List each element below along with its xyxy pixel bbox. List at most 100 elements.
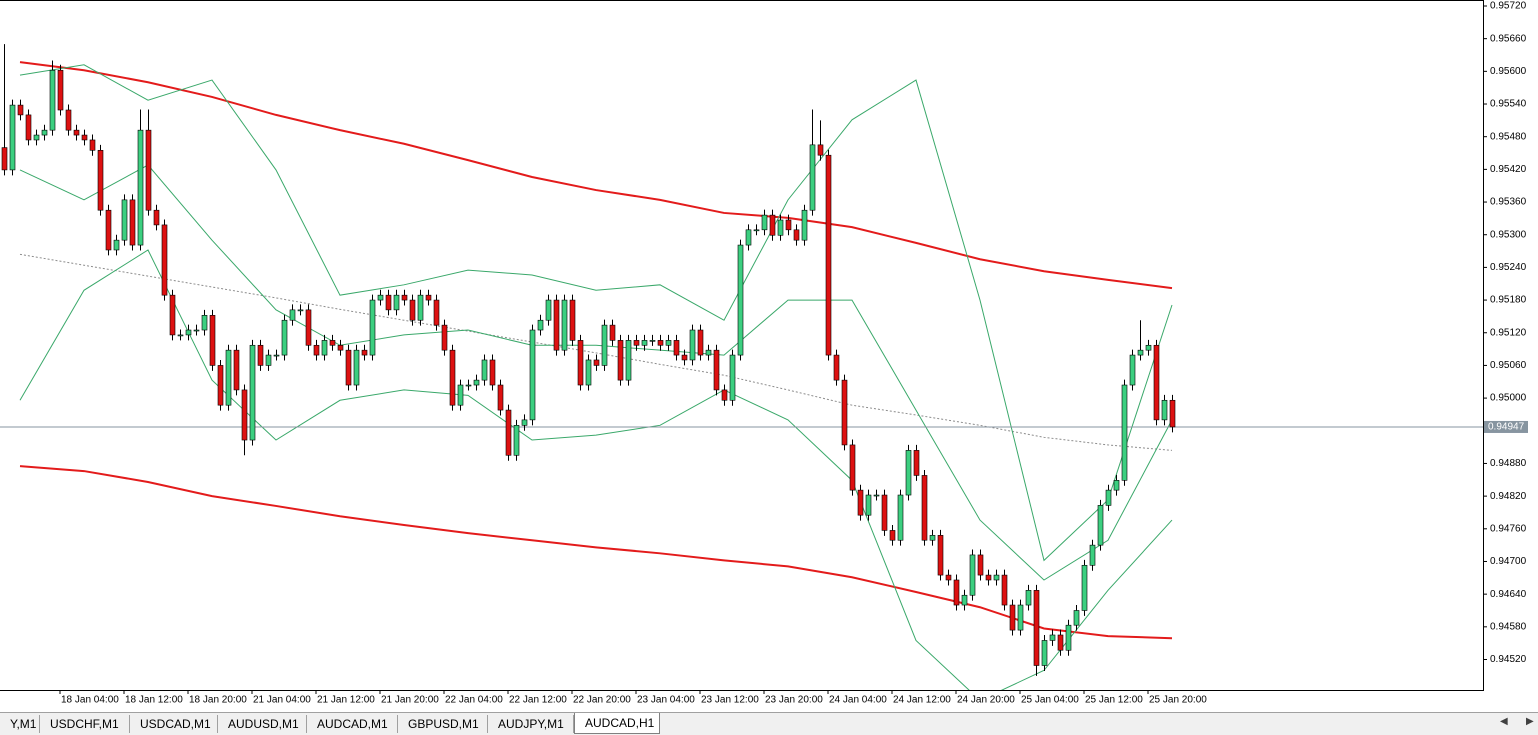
y-tick-label: 0.95360 <box>1490 197 1527 208</box>
candle-body <box>329 340 336 346</box>
candle-body <box>305 309 312 346</box>
candle-body <box>1009 604 1016 631</box>
candle-body <box>177 334 184 337</box>
indicator-line <box>19 64 1173 562</box>
candle-body <box>105 209 112 251</box>
candle-body <box>561 299 568 351</box>
candle-body <box>929 535 936 541</box>
candle-body <box>913 450 920 476</box>
candle-body <box>849 444 856 491</box>
candle-body <box>449 349 456 406</box>
candle-body <box>889 530 896 541</box>
candle-body <box>57 69 64 111</box>
candle-body <box>1 147 8 171</box>
candles <box>1 44 1176 676</box>
chart-tab[interactable]: USDCAD,M1 <box>130 715 218 733</box>
candle-body <box>945 574 952 581</box>
candle-body <box>201 315 208 331</box>
candle-body <box>777 219 784 236</box>
y-tick-label: 0.94580 <box>1490 621 1527 632</box>
candle-body <box>1113 480 1120 491</box>
chart-tab[interactable]: AUDCAD,M1 <box>307 715 398 733</box>
x-tick-label: 24 Jan 04:00 <box>829 695 887 706</box>
candle-body <box>1137 349 1144 356</box>
candle-body <box>825 154 832 356</box>
y-tick-label: 0.95180 <box>1490 295 1527 306</box>
x-tick-label: 22 Jan 12:00 <box>509 695 567 706</box>
x-tick-label: 18 Jan 20:00 <box>189 695 247 706</box>
indicator-line <box>19 164 1173 581</box>
candle-body <box>409 299 416 321</box>
y-tick-label: 0.95540 <box>1490 99 1527 110</box>
candle-body <box>433 299 440 326</box>
y-tick-label: 0.95480 <box>1490 131 1527 142</box>
scroll-left[interactable]: ◀ <box>1500 716 1508 727</box>
candle-body <box>1129 354 1136 386</box>
x-tick-label: 23 Jan 12:00 <box>701 695 759 706</box>
candle-body <box>993 574 1000 581</box>
candle-body <box>985 574 992 581</box>
candle-body <box>769 214 776 236</box>
candle-body <box>137 129 144 246</box>
x-tick-label: 22 Jan 04:00 <box>445 695 503 706</box>
scroll-right[interactable]: ▶ <box>1526 716 1534 727</box>
x-tick-label: 18 Jan 12:00 <box>125 695 183 706</box>
candle-body <box>809 144 816 211</box>
x-tick-label: 21 Jan 04:00 <box>253 695 311 706</box>
candle-body <box>241 389 248 441</box>
candle-body <box>1105 489 1112 506</box>
candle-body <box>705 349 712 356</box>
candle-body <box>553 299 560 351</box>
candle-body <box>545 299 552 321</box>
axes: 0.95720 0.95660 0.95600 0.95540 0.95480 0.954… <box>59 1 1528 706</box>
candle-body <box>1041 640 1048 666</box>
candle-body <box>537 319 544 331</box>
candle-body <box>113 239 120 251</box>
candle-body <box>313 344 320 356</box>
candle-body <box>905 450 912 496</box>
candle-body <box>209 315 216 366</box>
indicator-line <box>19 249 1173 690</box>
x-tick-label: 25 Jan 04:00 <box>1021 695 1079 706</box>
candle-body <box>249 344 256 441</box>
indicator-line <box>19 465 1173 640</box>
x-tick-label: 24 Jan 20:00 <box>957 695 1015 706</box>
chart-tab[interactable]: AUDCAD,H1 <box>574 713 660 734</box>
candle-body <box>41 129 48 136</box>
chart-tab[interactable]: USDCHF,M1 <box>40 715 130 733</box>
x-tick-label: 18 Jan 04:00 <box>61 695 119 706</box>
y-tick-label: 0.95000 <box>1490 393 1527 404</box>
chart-tab[interactable]: Y,M1 <box>0 715 40 733</box>
candle-body <box>1169 399 1176 428</box>
candle-body <box>497 384 504 411</box>
candle-body <box>745 229 752 246</box>
candle-body <box>9 104 16 171</box>
candle-body <box>1017 604 1024 631</box>
candle-body <box>785 219 792 231</box>
last-price-label: 0.94947 <box>1488 422 1525 433</box>
chart-tab[interactable]: GBPUSD,M1 <box>398 715 488 733</box>
candle-body <box>1065 624 1072 651</box>
candle-body <box>521 419 528 426</box>
candle-body <box>489 359 496 386</box>
candle-body <box>673 340 680 356</box>
candle-body <box>1145 344 1152 351</box>
chart-tab[interactable]: AUDUSD,M1 <box>218 715 307 733</box>
candle-body <box>841 379 848 446</box>
y-tick-label: 0.94700 <box>1490 556 1527 567</box>
chart-tab[interactable]: AUDJPY,M1 <box>488 715 574 733</box>
candle-body <box>441 324 448 351</box>
candle-body <box>753 229 760 232</box>
candle-body <box>369 299 376 356</box>
candle-body <box>81 134 88 141</box>
candle-body <box>33 134 40 141</box>
candle-body <box>633 340 640 346</box>
candle-body <box>225 349 232 406</box>
candle-body <box>49 69 56 131</box>
y-tick-label: 0.95660 <box>1490 33 1527 44</box>
candle-body <box>361 349 368 356</box>
candle-body <box>1057 634 1064 651</box>
candle-body <box>425 294 432 301</box>
y-tick-label: 0.95300 <box>1490 229 1527 240</box>
